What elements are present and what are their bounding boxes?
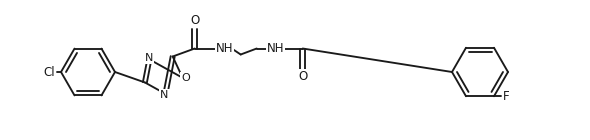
Text: NH: NH [216, 42, 234, 55]
Text: N: N [160, 90, 169, 100]
Text: O: O [181, 73, 190, 83]
Text: F: F [503, 90, 509, 103]
Text: O: O [298, 70, 307, 83]
Text: NH: NH [267, 42, 284, 55]
Text: O: O [190, 14, 199, 27]
Text: N: N [145, 53, 153, 63]
Text: Cl: Cl [43, 66, 55, 79]
